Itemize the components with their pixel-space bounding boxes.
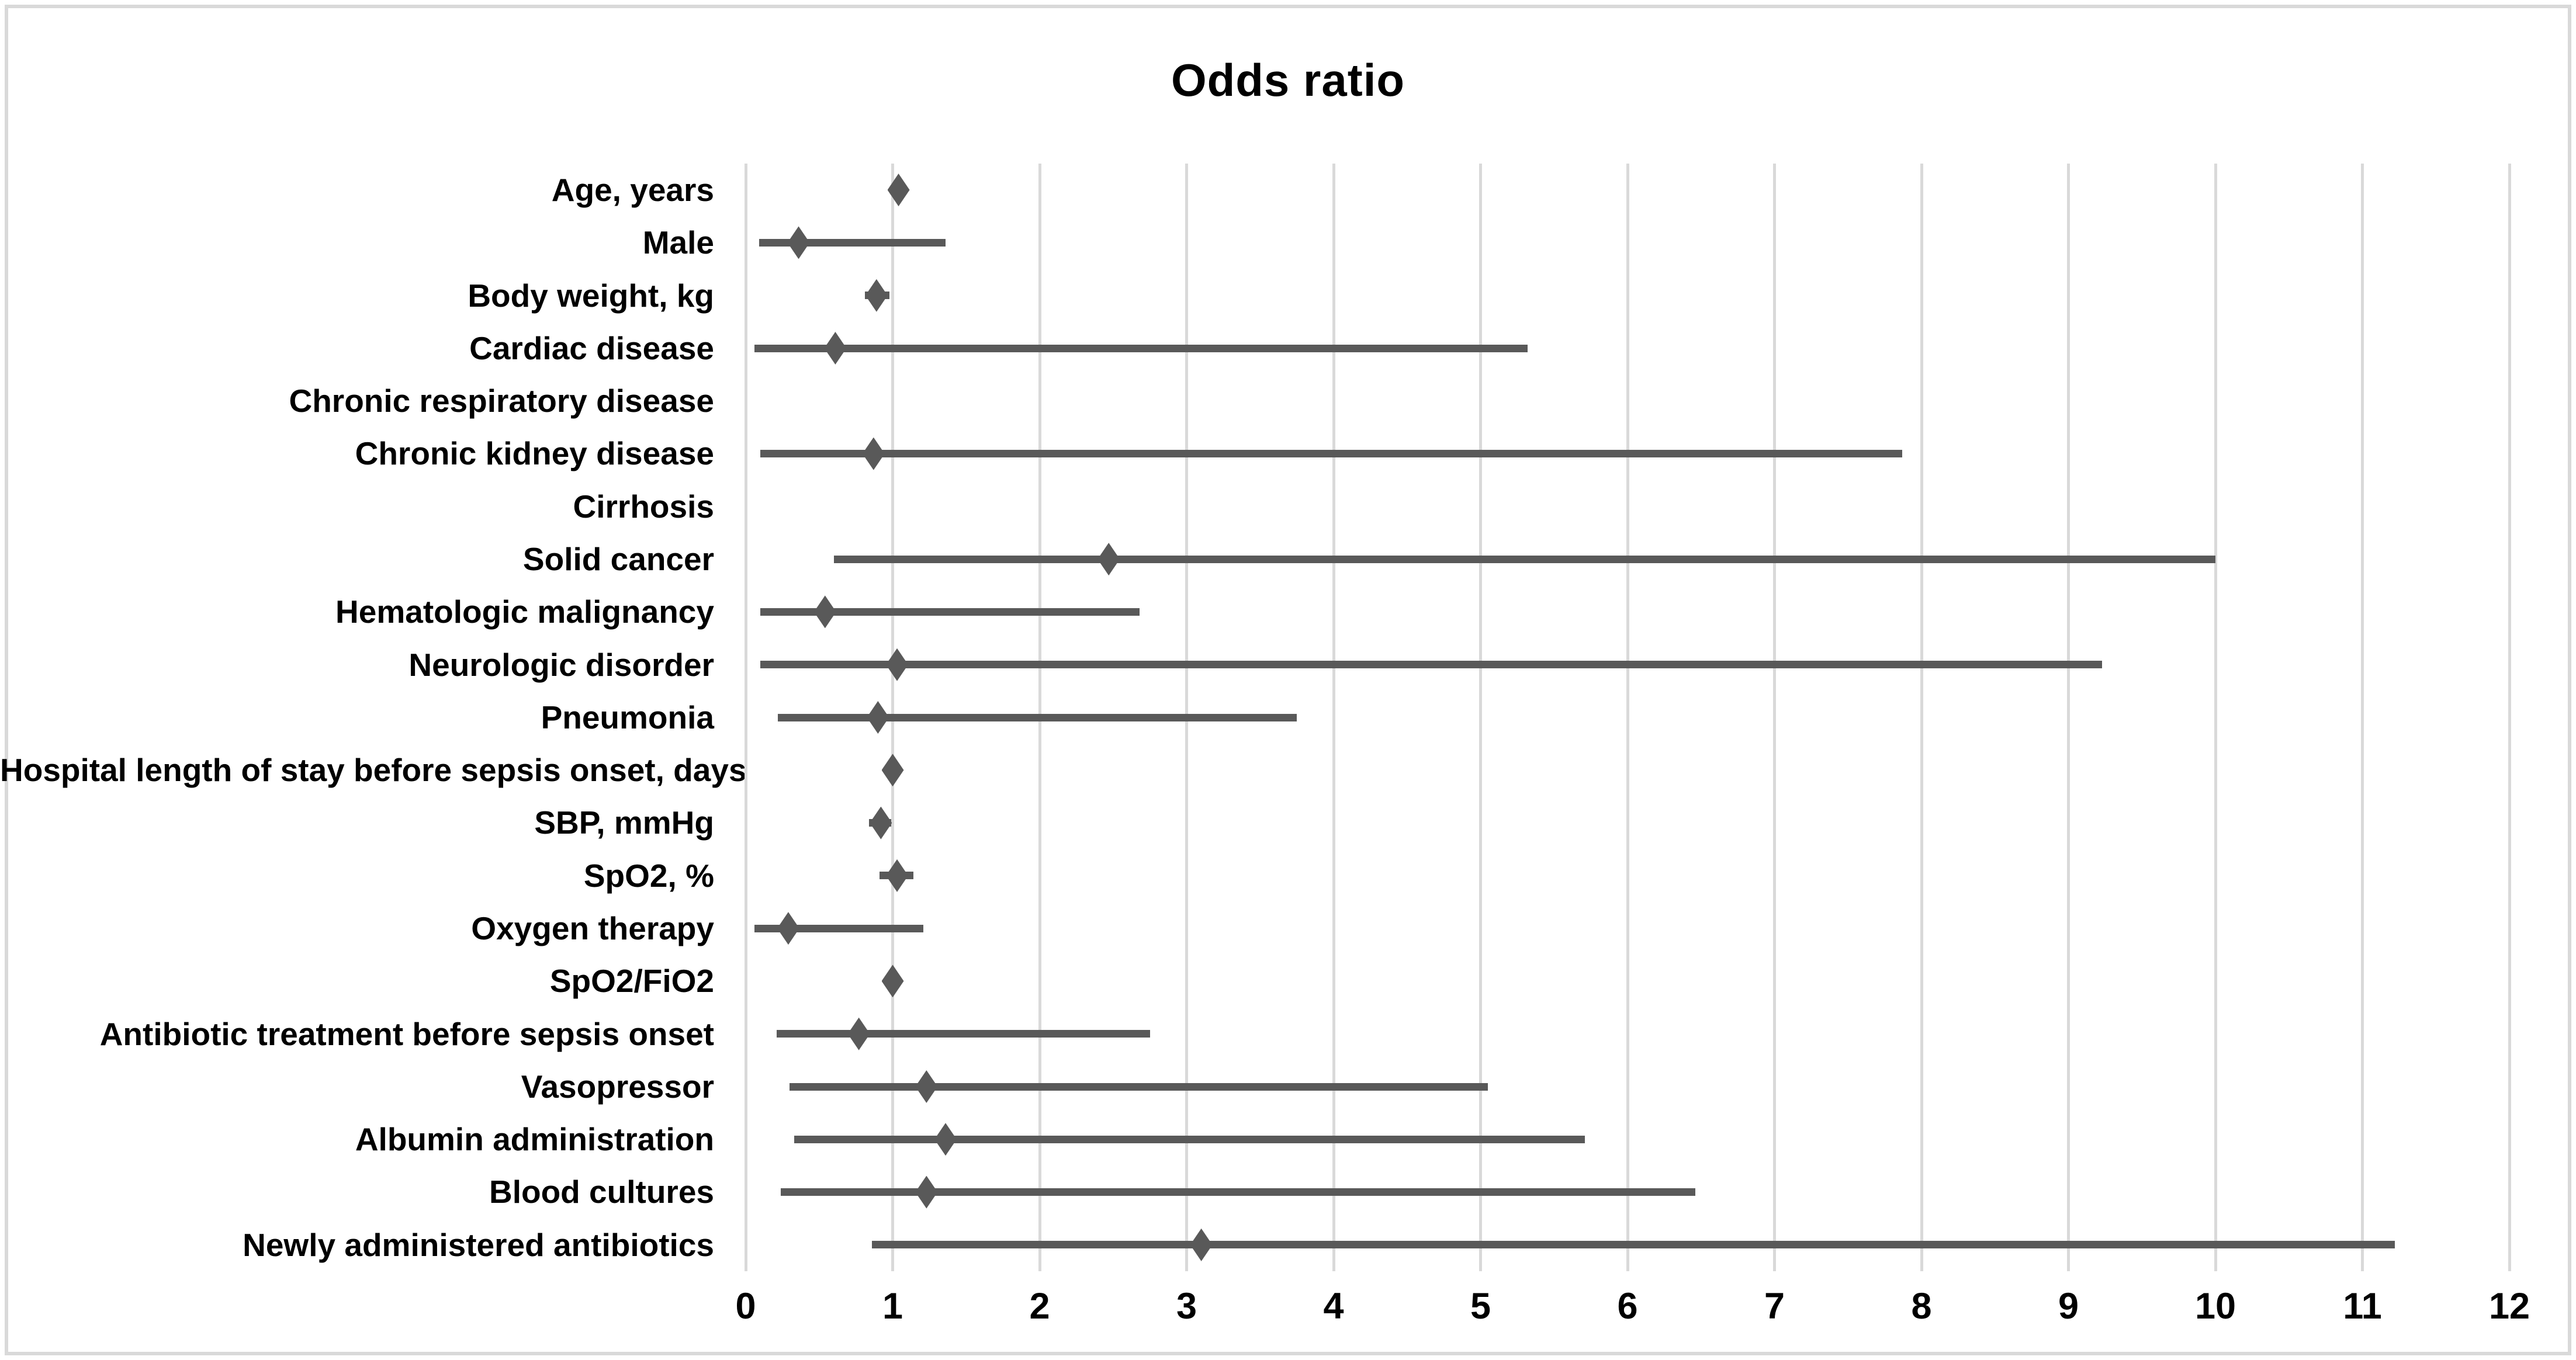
odds-ratio-diamond-marker bbox=[915, 1175, 938, 1209]
x-tick-label-4: 4 bbox=[1323, 1286, 1344, 1327]
odds-ratio-diamond-marker bbox=[886, 648, 909, 681]
category-label: Chronic respiratory disease bbox=[289, 383, 714, 419]
category-label: Neurologic disorder bbox=[408, 646, 714, 683]
odds-ratio-diamond-marker bbox=[1190, 1228, 1213, 1261]
odds-ratio-diamond-marker bbox=[777, 912, 799, 945]
ci-line bbox=[781, 1188, 1695, 1196]
ci-line bbox=[759, 238, 946, 247]
ci-line bbox=[760, 661, 2103, 669]
category-label: Blood cultures bbox=[489, 1174, 714, 1210]
odds-ratio-diamond-marker bbox=[847, 1017, 870, 1050]
category-label: Antibiotic treatment before sepsis onset bbox=[99, 1015, 714, 1052]
category-label: Hematologic malignancy bbox=[335, 594, 714, 630]
odds-ratio-diamond-marker bbox=[787, 226, 810, 259]
x-tick-label-12: 12 bbox=[2488, 1286, 2530, 1327]
x-tick-label-8: 8 bbox=[1911, 1286, 1932, 1327]
gridline-x-0 bbox=[744, 164, 747, 1271]
x-tick-label-3: 3 bbox=[1176, 1286, 1197, 1327]
category-label: Age, years bbox=[551, 172, 714, 208]
odds-ratio-diamond-marker bbox=[813, 595, 836, 629]
gridline-x-4 bbox=[1332, 164, 1335, 1271]
odds-ratio-diamond-marker bbox=[934, 1123, 957, 1156]
ci-line bbox=[778, 713, 1297, 721]
category-label: Cardiac disease bbox=[469, 329, 714, 366]
x-tick-label-10: 10 bbox=[2194, 1286, 2236, 1327]
category-label: SpO2/FiO2 bbox=[549, 963, 714, 1000]
ci-line bbox=[794, 1135, 1585, 1143]
plot-area bbox=[744, 164, 2511, 1271]
x-tick-label-1: 1 bbox=[882, 1286, 903, 1327]
x-tick-label-6: 6 bbox=[1617, 1286, 1638, 1327]
x-tick-label-2: 2 bbox=[1029, 1286, 1050, 1327]
odds-ratio-diamond-marker bbox=[824, 332, 847, 365]
gridline-x-10 bbox=[2214, 164, 2217, 1271]
x-tick-label-11: 11 bbox=[2343, 1286, 2382, 1327]
gridline-x-7 bbox=[1773, 164, 1776, 1271]
category-label: Oxygen therapy bbox=[471, 910, 714, 946]
category-label: Newly administered antibiotics bbox=[243, 1226, 714, 1263]
category-label: SpO2, % bbox=[583, 857, 714, 894]
odds-ratio-diamond-marker bbox=[865, 279, 888, 312]
category-label: Albumin administration bbox=[355, 1121, 714, 1158]
odds-ratio-diamond-marker bbox=[862, 437, 885, 470]
category-label: Chronic kidney disease bbox=[355, 435, 714, 472]
category-labels-column: Age, years Male Body weight, kg Cardiac dis… bbox=[0, 164, 747, 1271]
gridline-x-8 bbox=[1920, 164, 1923, 1271]
odds-ratio-diamond-marker bbox=[886, 859, 909, 892]
category-label: Male bbox=[642, 224, 714, 261]
x-tick-label-5: 5 bbox=[1470, 1286, 1491, 1327]
gridline-x-9 bbox=[2067, 164, 2070, 1271]
gridline-x-11 bbox=[2361, 164, 2364, 1271]
x-tick-label-7: 7 bbox=[1764, 1286, 1785, 1327]
odds-ratio-diamond-marker bbox=[915, 1070, 938, 1103]
ci-line bbox=[833, 555, 2215, 563]
gridline-x-12 bbox=[2508, 164, 2511, 1271]
category-label: Solid cancer bbox=[522, 541, 714, 577]
odds-ratio-diamond-marker bbox=[881, 754, 904, 787]
x-tick-label-9: 9 bbox=[2058, 1286, 2079, 1327]
x-axis: 0 1 2 3 4 5 6 7 8 9 10 11 12 bbox=[735, 1285, 2530, 1344]
odds-ratio-diamond-marker bbox=[870, 806, 892, 839]
category-label: Pneumonia bbox=[541, 699, 714, 735]
odds-ratio-diamond-marker bbox=[881, 965, 904, 998]
category-label: Vasopressor bbox=[521, 1068, 714, 1105]
gridline-x-5 bbox=[1479, 164, 1482, 1271]
category-label: Hospital length of stay before sepsis on… bbox=[0, 752, 747, 789]
ci-line bbox=[790, 1083, 1488, 1091]
odds-ratio-diamond-marker bbox=[867, 701, 889, 734]
odds-ratio-diamond-marker bbox=[1097, 543, 1120, 576]
ci-line bbox=[872, 1241, 2395, 1249]
ci-line bbox=[760, 450, 1903, 458]
ci-line bbox=[760, 608, 1140, 616]
chart-title: Odds ratio bbox=[1171, 54, 1405, 106]
category-label: Body weight, kg bbox=[468, 277, 714, 314]
ci-line bbox=[754, 344, 1528, 352]
category-label: SBP, mmHg bbox=[534, 804, 714, 841]
category-label: Cirrhosis bbox=[573, 488, 714, 525]
ci-line bbox=[776, 1030, 1150, 1038]
gridline-x-6 bbox=[1626, 164, 1629, 1271]
x-tick-label-0: 0 bbox=[735, 1286, 756, 1327]
